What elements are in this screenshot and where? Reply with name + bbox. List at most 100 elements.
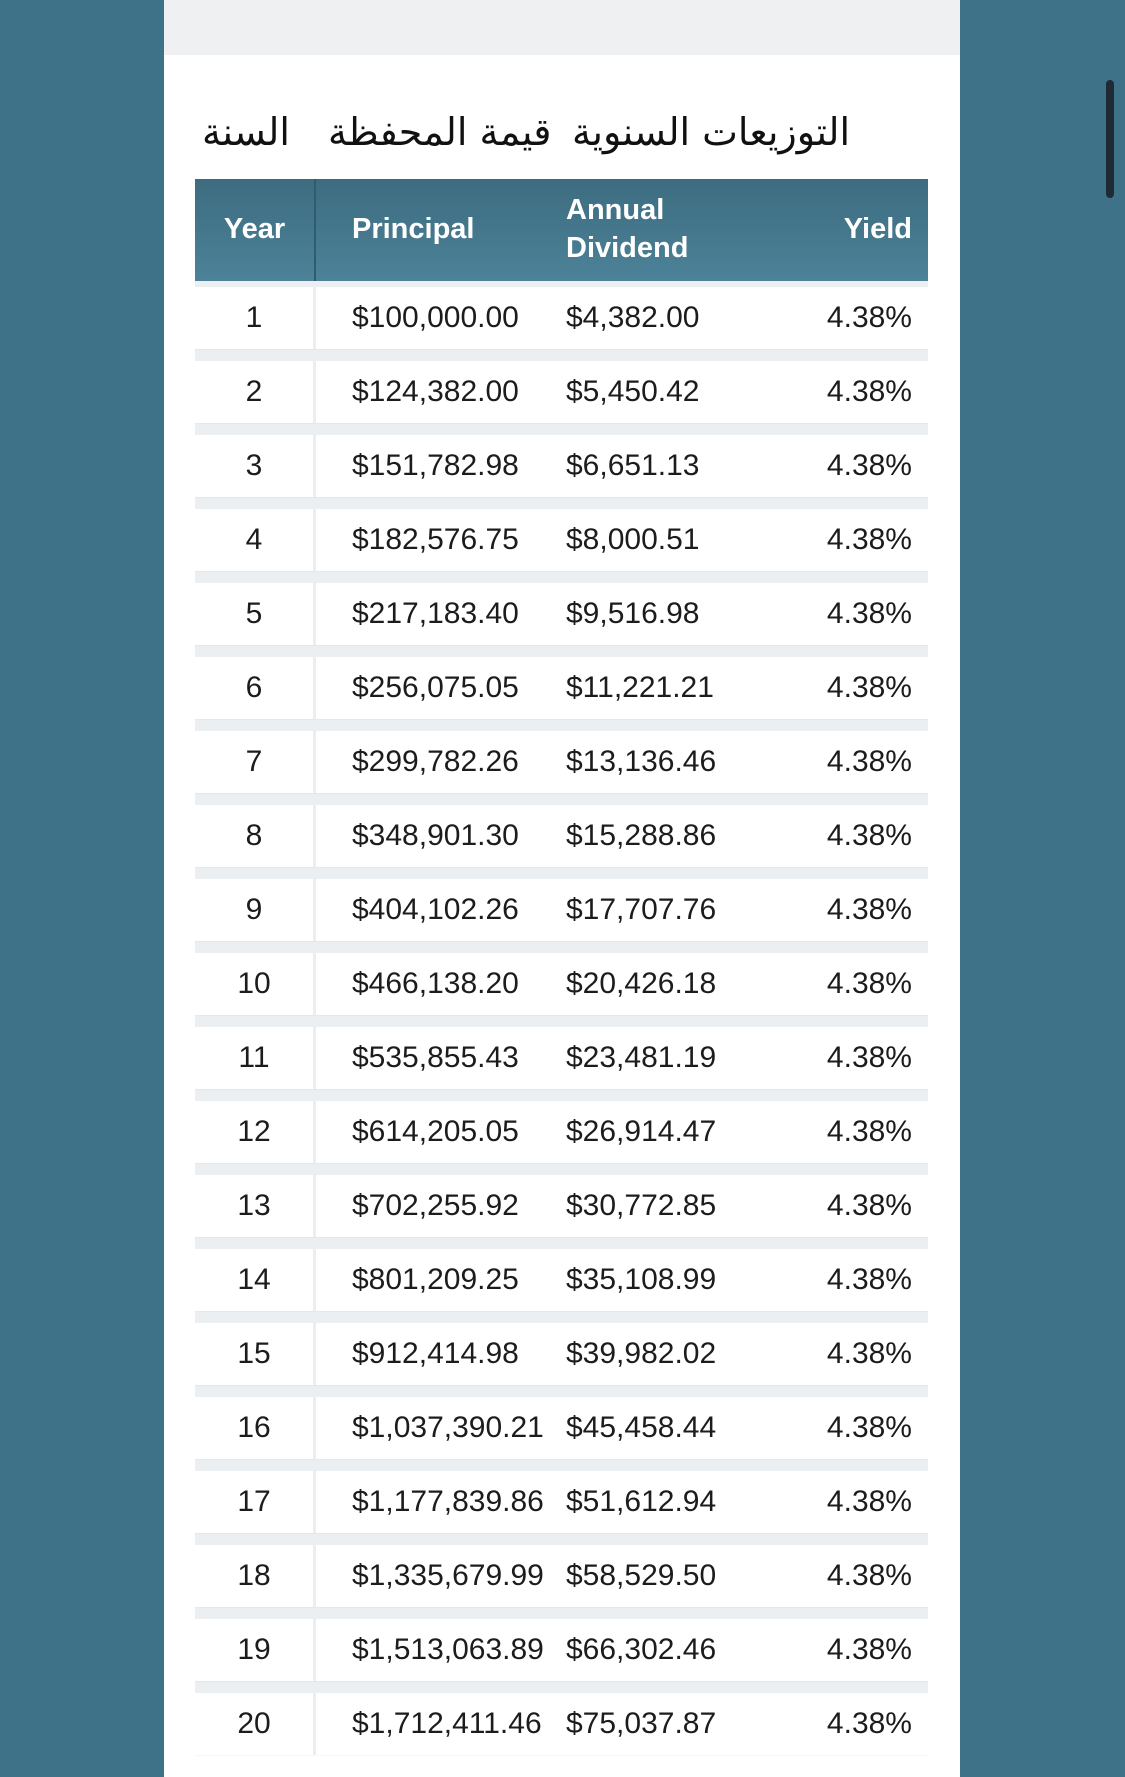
cell-yield: 4.38%	[826, 1041, 912, 1074]
cell-dividend: $66,302.46	[566, 1633, 717, 1666]
cell-year: 12	[195, 1101, 316, 1163]
header-yield: Yield	[843, 213, 912, 246]
cell-yield: 4.38%	[826, 745, 912, 778]
cell-yield: 4.38%	[826, 1189, 912, 1222]
cell-year: 10	[195, 953, 316, 1015]
cell-yield: 4.38%	[826, 1337, 912, 1370]
cell-yield: 4.38%	[826, 819, 912, 852]
cell-year: 4	[195, 509, 316, 571]
cell-yield: 4.38%	[826, 1633, 912, 1666]
cell-principal: $614,205.05	[352, 1115, 519, 1148]
cell-dividend: $35,108.99	[566, 1263, 717, 1296]
header-annual-dividend: Annual Dividend	[551, 179, 786, 281]
table-row: 19 $1,513,063.89 $66,302.46 4.38%	[195, 1619, 928, 1681]
header-year: Year	[195, 179, 316, 281]
cell-yield: 4.38%	[826, 1263, 912, 1296]
cell-dividend: $51,612.94	[566, 1485, 717, 1518]
cell-principal: $1,335,679.99	[352, 1559, 544, 1592]
table-row: 18 $1,335,679.99 $58,529.50 4.38%	[195, 1545, 928, 1607]
table-row: 14 $801,209.25 $35,108.99 4.38%	[195, 1249, 928, 1311]
table-row: 8 $348,901.30 $15,288.86 4.38%	[195, 805, 928, 867]
cell-dividend: $75,037.87	[566, 1707, 717, 1740]
cell-year: 13	[195, 1175, 316, 1237]
cell-dividend: $15,288.86	[566, 819, 717, 852]
cell-principal: $217,183.40	[352, 597, 519, 630]
cell-year: 14	[195, 1249, 316, 1311]
table-body: 1 $100,000.00 $4,382.00 4.38% 2 $124,382.00 $5…	[195, 281, 928, 1755]
cell-dividend: $30,772.85	[566, 1189, 717, 1222]
cell-year: 11	[195, 1027, 316, 1089]
table-row: 9 $404,102.26 $17,707.76 4.38%	[195, 879, 928, 941]
cell-dividend: $26,914.47	[566, 1115, 717, 1148]
cell-dividend: $8,000.51	[566, 523, 700, 556]
table-row: 13 $702,255.92 $30,772.85 4.38%	[195, 1175, 928, 1237]
cell-dividend: $13,136.46	[566, 745, 717, 778]
cell-principal: $1,513,063.89	[352, 1633, 544, 1666]
cell-principal: $1,712,411.46	[352, 1707, 542, 1740]
cell-principal: $151,782.98	[352, 449, 519, 482]
cell-yield: 4.38%	[826, 1411, 912, 1444]
cell-dividend: $9,516.98	[566, 597, 700, 630]
cell-dividend: $11,221.21	[566, 671, 714, 704]
table-row: 5 $217,183.40 $9,516.98 4.38%	[195, 583, 928, 645]
cell-yield: 4.38%	[826, 893, 912, 926]
cell-year: 5	[195, 583, 316, 645]
cell-principal: $348,901.30	[352, 819, 519, 852]
table-row: 4 $182,576.75 $8,000.51 4.38%	[195, 509, 928, 571]
table-row: 16 $1,037,390.21 $45,458.44 4.38%	[195, 1397, 928, 1459]
cell-yield: 4.38%	[826, 1485, 912, 1518]
cell-yield: 4.38%	[826, 301, 912, 334]
cell-dividend: $39,982.02	[566, 1337, 717, 1370]
cell-year: 9	[195, 879, 316, 941]
table-row: 3 $151,782.98 $6,651.13 4.38%	[195, 435, 928, 497]
cell-principal: $100,000.00	[352, 301, 519, 334]
cell-dividend: $5,450.42	[566, 375, 700, 408]
cell-yield: 4.38%	[826, 449, 912, 482]
cell-year: 1	[195, 287, 316, 349]
cell-principal: $1,037,390.21	[352, 1411, 544, 1444]
cell-year: 8	[195, 805, 316, 867]
cell-year: 7	[195, 731, 316, 793]
cell-dividend: $4,382.00	[566, 301, 700, 334]
cell-principal: $801,209.25	[352, 1263, 519, 1296]
cell-principal: $466,138.20	[352, 967, 519, 1000]
cell-year: 16	[195, 1397, 316, 1459]
cell-dividend: $45,458.44	[566, 1411, 717, 1444]
cell-principal: $404,102.26	[352, 893, 519, 926]
arabic-label-annual-dividends: التوزيعات السنوية	[572, 110, 851, 154]
cell-yield: 4.38%	[826, 1559, 912, 1592]
cell-principal: $912,414.98	[352, 1337, 519, 1370]
table-row: 20 $1,712,411.46 $75,037.87 4.38%	[195, 1693, 928, 1755]
cell-yield: 4.38%	[826, 1115, 912, 1148]
cell-year: 6	[195, 657, 316, 719]
table-row: 11 $535,855.43 $23,481.19 4.38%	[195, 1027, 928, 1089]
cell-yield: 4.38%	[826, 967, 912, 1000]
table-row: 15 $912,414.98 $39,982.02 4.38%	[195, 1323, 928, 1385]
scrollbar-thumb[interactable]	[1106, 80, 1114, 198]
cell-year: 20	[195, 1693, 316, 1755]
cell-yield: 4.38%	[826, 375, 912, 408]
content-page: السنة قيمة المحفظة التوزيعات السنوية Yea…	[164, 0, 960, 1777]
table-row: 10 $466,138.20 $20,426.18 4.38%	[195, 953, 928, 1015]
cell-principal: $182,576.75	[352, 523, 519, 556]
table-row: 17 $1,177,839.86 $51,612.94 4.38%	[195, 1471, 928, 1533]
header-annual-dividend-line1: Annual	[566, 194, 665, 227]
table-row: 2 $124,382.00 $5,450.42 4.38%	[195, 361, 928, 423]
cell-principal: $299,782.26	[352, 745, 519, 778]
cell-dividend: $58,529.50	[566, 1559, 717, 1592]
cell-year: 18	[195, 1545, 316, 1607]
cell-yield: 4.38%	[826, 597, 912, 630]
cell-dividend: $6,651.13	[566, 449, 700, 482]
header-annual-dividend-line2: Dividend	[566, 232, 689, 264]
cell-year: 15	[195, 1323, 316, 1385]
cell-year: 3	[195, 435, 316, 497]
table-row: 12 $614,205.05 $26,914.47 4.38%	[195, 1101, 928, 1163]
cell-dividend: $23,481.19	[566, 1041, 717, 1074]
cell-yield: 4.38%	[826, 671, 912, 704]
cell-principal: $1,177,839.86	[352, 1485, 544, 1518]
cell-year: 2	[195, 361, 316, 423]
cell-year: 19	[195, 1619, 316, 1681]
cell-year: 17	[195, 1471, 316, 1533]
arabic-label-portfolio-value: قيمة المحفظة	[328, 110, 552, 154]
cell-dividend: $20,426.18	[566, 967, 717, 1000]
